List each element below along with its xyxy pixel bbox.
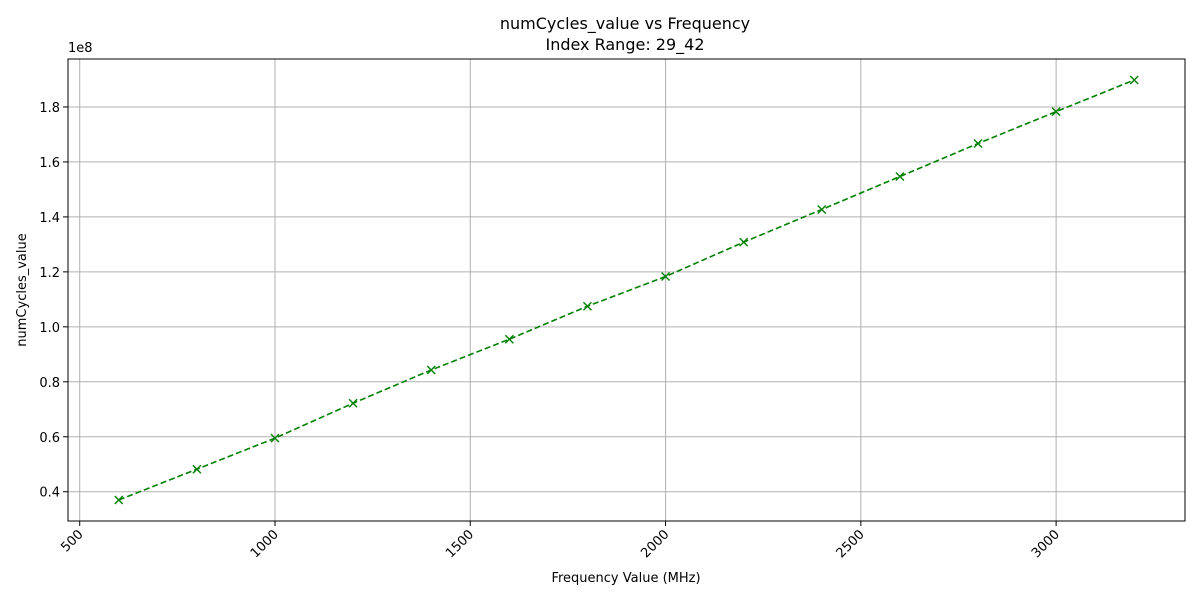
x-tick-label: 2500 — [834, 527, 868, 561]
chart-subtitle: Index Range: 29_42 — [545, 35, 704, 55]
series-line — [118, 79, 1135, 501]
y-tick-label: 1.2 — [39, 266, 60, 281]
y-axis-ticks: 0.4 0.6 0.8 1.0 1.2 1.4 1.6 1.8 — [39, 101, 68, 501]
y-axis-label: numCycles_value — [15, 233, 30, 346]
data-point-marker — [192, 464, 202, 474]
data-point-marker — [114, 495, 124, 505]
plot-frame — [67, 58, 1186, 522]
y-tick-label: 1.4 — [39, 211, 60, 226]
grid-lines — [68, 59, 1185, 521]
data-point-marker — [661, 272, 671, 282]
y-tick-label: 0.6 — [39, 431, 60, 446]
data-point-marker — [817, 204, 827, 214]
data-point-marker — [348, 398, 358, 408]
series-layer — [114, 75, 1139, 505]
data-point-marker — [739, 237, 749, 247]
data-point-marker — [895, 171, 905, 181]
data-point-marker — [973, 139, 983, 149]
y-tick-label: 1.0 — [39, 321, 60, 336]
data-point-marker — [426, 365, 436, 375]
y-tick-label: 1.6 — [39, 156, 60, 171]
x-tick-label: 2000 — [638, 527, 672, 561]
data-point-marker — [504, 334, 514, 344]
x-tick-label: 1000 — [248, 527, 282, 561]
x-tick-label: 1500 — [443, 527, 477, 561]
chart-title: numCycles_value vs Frequency — [500, 14, 750, 34]
y-tick-label: 1.8 — [39, 101, 60, 116]
y-tick-label: 0.8 — [39, 376, 60, 391]
y-offset-label: 1e8 — [68, 41, 93, 56]
data-point-marker — [270, 433, 280, 443]
data-point-marker — [1129, 75, 1139, 85]
x-tick-label: 500 — [58, 527, 86, 555]
data-point-marker — [582, 301, 592, 311]
x-tick-label: 3000 — [1029, 527, 1063, 561]
x-axis-label: Frequency Value (MHz) — [551, 571, 700, 586]
y-tick-label: 0.4 — [39, 486, 60, 501]
x-axis-ticks: 500 1000 1500 2000 2500 3000 — [58, 521, 1063, 561]
data-point-marker — [1051, 107, 1061, 117]
